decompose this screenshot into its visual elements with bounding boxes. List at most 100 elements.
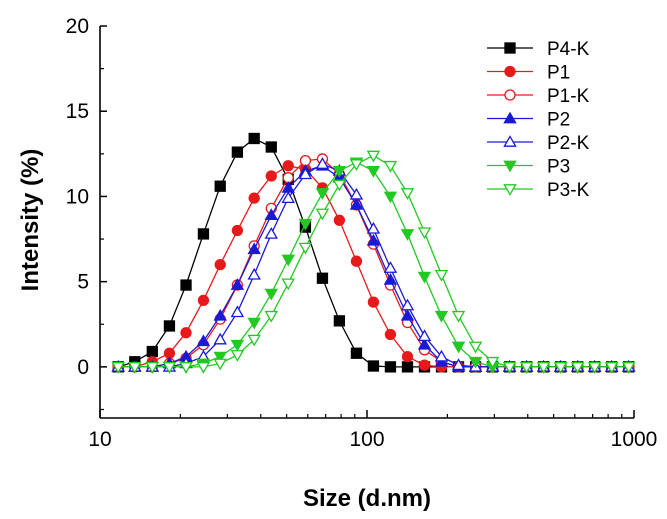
legend-label: P3-K — [547, 180, 590, 201]
data-point — [230, 305, 245, 318]
data-point — [384, 328, 397, 341]
legend-label: P3 — [547, 157, 570, 178]
data-point — [247, 267, 261, 280]
data-point — [214, 180, 226, 192]
legend-marker — [503, 160, 517, 173]
legend-label: P4-K — [547, 39, 590, 60]
data-point — [536, 362, 551, 374]
legend-marker — [503, 184, 517, 196]
y-tick-label: 15 — [66, 100, 89, 123]
data-point — [332, 179, 347, 192]
data-point — [366, 221, 381, 234]
legend-item-p3-k: P3-K — [487, 180, 590, 201]
data-point — [213, 351, 227, 364]
legend-item-p4-k: P4-K — [487, 39, 590, 60]
data-point — [570, 362, 585, 374]
data-point — [468, 341, 483, 354]
data-point — [111, 362, 125, 374]
data-point — [434, 269, 449, 282]
data-point — [383, 273, 398, 285]
data-point — [366, 150, 381, 163]
data-point — [604, 362, 619, 374]
data-point — [231, 146, 244, 158]
data-point — [383, 160, 398, 173]
legend-marker — [504, 89, 516, 101]
data-point — [196, 334, 211, 347]
data-point — [230, 339, 245, 352]
data-point — [315, 157, 330, 169]
data-point — [213, 358, 227, 371]
data-point — [163, 320, 176, 332]
data-point — [128, 362, 142, 374]
data-point — [502, 362, 517, 374]
data-point — [180, 279, 192, 291]
data-point — [333, 315, 346, 327]
data-point — [146, 345, 158, 358]
data-point — [264, 310, 278, 323]
legend-marker — [503, 135, 517, 147]
data-point — [332, 166, 347, 178]
x-tick-label: 10 — [88, 428, 111, 451]
y-tick-label: 20 — [66, 15, 89, 38]
legend-marker — [504, 65, 516, 78]
data-point — [383, 261, 398, 273]
data-point — [451, 310, 466, 323]
data-point — [366, 166, 381, 178]
data-point — [417, 329, 432, 342]
data-point — [281, 191, 295, 203]
data-point — [401, 350, 414, 363]
y-tick-label: 0 — [77, 356, 89, 379]
data-point — [587, 362, 602, 374]
data-point — [367, 360, 380, 372]
legend-item-p2: P2 — [487, 110, 570, 131]
y-axis-title: Intensity (%) — [17, 149, 44, 292]
data-point — [265, 141, 277, 153]
data-point — [230, 278, 245, 290]
data-point — [179, 362, 193, 374]
data-point — [230, 350, 245, 362]
data-point — [247, 317, 261, 330]
data-point — [248, 192, 260, 204]
x-axis-title: Size (d.nm) — [303, 485, 431, 512]
x-tick-label: 100 — [349, 428, 384, 451]
data-point — [213, 332, 227, 345]
data-point — [214, 258, 226, 271]
data-point — [553, 362, 568, 374]
axes: 0 5 10 15 20 10 100 1000 — [66, 15, 658, 451]
legend-marker — [504, 42, 516, 54]
legend-item-p1-k: P1-K — [487, 86, 590, 107]
data-point — [265, 170, 277, 182]
data-point — [162, 362, 177, 374]
y-tick-label: 5 — [77, 271, 89, 294]
data-point — [621, 362, 636, 374]
data-point — [350, 255, 363, 267]
data-point — [264, 208, 278, 221]
plot-area — [111, 132, 636, 374]
data-point — [349, 198, 364, 210]
data-point — [400, 229, 415, 241]
data-point — [367, 296, 380, 308]
data-point — [281, 254, 295, 267]
x-tick-label: 1000 — [611, 428, 658, 451]
legend-item-p3: P3 — [487, 157, 570, 178]
y-tick-label: 10 — [66, 185, 89, 208]
legend-item-p1: P1 — [487, 63, 570, 84]
data-point — [264, 288, 278, 301]
data-point — [298, 167, 313, 180]
data-point — [366, 233, 381, 246]
data-point — [468, 356, 483, 369]
data-point — [315, 208, 330, 221]
data-point — [197, 294, 210, 307]
data-point — [485, 356, 500, 369]
data-point — [350, 347, 363, 359]
data-point — [264, 227, 278, 239]
data-point — [298, 242, 313, 255]
data-point — [247, 242, 261, 255]
data-point — [247, 334, 261, 347]
data-point — [316, 272, 329, 284]
data-point — [434, 310, 449, 323]
data-point — [417, 227, 432, 240]
data-point — [519, 362, 534, 374]
